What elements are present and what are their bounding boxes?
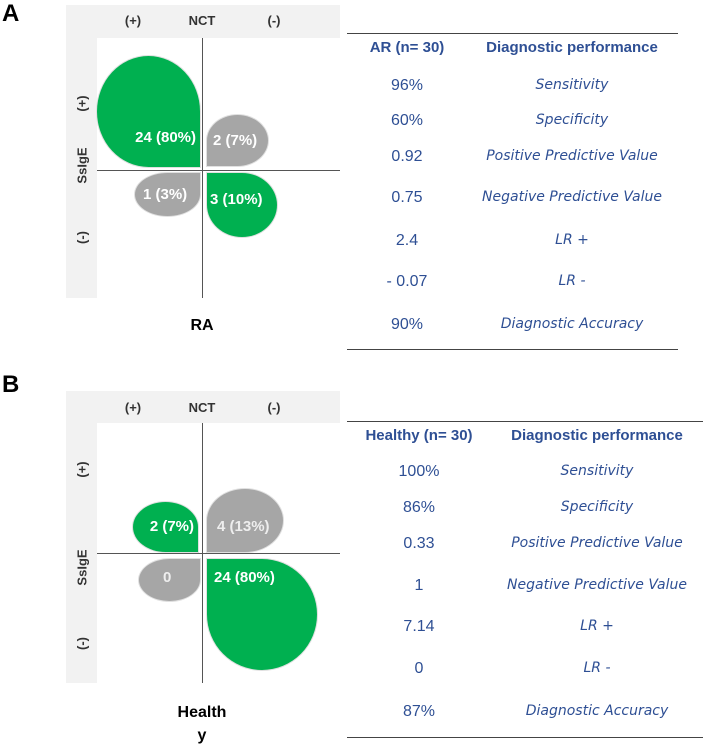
panel-a-group-label: RA — [190, 317, 214, 334]
panel-a-y-pos: (+) — [74, 95, 90, 112]
panel-a-horizontal-axis — [97, 170, 340, 171]
table-row-value: 100% — [398, 463, 440, 480]
table-row-value: 2.4 — [395, 232, 419, 249]
table-row-metric: Specificity — [535, 112, 609, 128]
petal-label: 24 (80%) — [135, 129, 196, 146]
table-row-metric: Diagnostic Accuracy — [525, 703, 669, 719]
table-row-metric: LR - — [583, 660, 611, 676]
table-row-value: 7.14 — [403, 618, 435, 635]
panel-a-y-title: SsIgE — [74, 147, 90, 184]
table-row-metric: Sensitivity — [560, 463, 634, 479]
table-row-value: 0.75 — [391, 189, 423, 206]
panel-a-table-bottom-rule — [347, 349, 678, 350]
table-row-value: 96% — [390, 77, 424, 94]
petal-label: 2 (7%) — [149, 518, 194, 535]
table-header-group: Healthy (n= 30) — [365, 427, 473, 444]
petal-label: 1 (3%) — [143, 186, 188, 203]
panel-b-group-label: Health — [177, 704, 227, 721]
table-row-value: 0 — [414, 660, 424, 677]
table-row-value: 87% — [402, 703, 436, 720]
table-row-metric: Positive Predictive Value — [486, 148, 658, 164]
panel-a-petal-tp: 24 (80%) — [97, 56, 200, 167]
petal-label: 2 (7%) — [213, 132, 258, 149]
table-row-metric: Specificity — [560, 499, 634, 515]
table-row-metric: LR + — [580, 618, 614, 634]
panel-b-petal-tn: 24 (80%) — [207, 559, 317, 670]
panel-b-petal-fn: 0 — [139, 559, 200, 601]
table-row-metric: Positive Predictive Value — [511, 535, 683, 551]
table-header-metric: Diagnostic performance — [486, 39, 658, 56]
panel-b-letter: B — [2, 371, 20, 398]
table-row-metric: LR + — [555, 232, 589, 248]
panel-b-table-bottom-rule — [347, 737, 703, 738]
panel-a-table-top-rule — [347, 33, 678, 34]
table-header-group: AR (n= 30) — [369, 39, 445, 56]
panel-a-petal-tn: 3 (10%) — [207, 173, 277, 237]
panel-b-petal-fp: 4 (13%) — [207, 489, 283, 552]
panel-a-petal-fn: 1 (3%) — [135, 173, 200, 216]
panel-b-x-neg: (-) — [267, 400, 281, 415]
panel-a-x-pos: (+) — [124, 13, 142, 28]
panel-b-petal-tp: 2 (7%) — [133, 502, 198, 552]
table-row-metric: Negative Predictive Value — [507, 577, 687, 593]
table-row-value: 60% — [390, 112, 424, 129]
panel-b-x-pos: (+) — [124, 400, 142, 415]
panel-a-x-title: NCT — [188, 13, 216, 28]
panel-a-y-neg: (-) — [74, 231, 90, 244]
panel-b-group-label-wrap: y — [197, 727, 207, 744]
table-row-metric: LR - — [558, 273, 586, 289]
table-row-value: 0.92 — [391, 148, 423, 165]
table-row-value: 0.33 — [403, 535, 435, 552]
table-header-metric: Diagnostic performance — [511, 427, 683, 444]
panel-b-y-neg: (-) — [74, 637, 90, 650]
table-row-metric: Negative Predictive Value — [482, 189, 662, 205]
table-row-metric: Sensitivity — [535, 77, 609, 93]
petal-label: 24 (80%) — [214, 569, 275, 586]
panel-b-table-top-rule — [347, 421, 703, 422]
petal-label: 3 (10%) — [210, 191, 263, 208]
panel-a-vertical-axis — [202, 38, 203, 298]
panel-a-x-neg: (-) — [267, 13, 281, 28]
panel-b-horizontal-axis — [97, 553, 340, 554]
table-row-value: - 0.07 — [386, 273, 428, 290]
table-row-value: 86% — [402, 499, 436, 516]
panel-b-y-pos: (+) — [74, 461, 90, 478]
table-row-value: 1 — [414, 577, 424, 594]
table-row-metric: Diagnostic Accuracy — [500, 316, 644, 332]
panel-b-x-title: NCT — [188, 400, 216, 415]
petal-label: 0 — [163, 569, 172, 586]
table-row-value: 90% — [390, 316, 424, 333]
panel-b-y-title: SsIgE — [74, 549, 90, 586]
panel-a-petal-fp: 2 (7%) — [207, 115, 268, 166]
panel-a-letter: A — [2, 0, 20, 27]
petal-label: 4 (13%) — [217, 518, 270, 535]
